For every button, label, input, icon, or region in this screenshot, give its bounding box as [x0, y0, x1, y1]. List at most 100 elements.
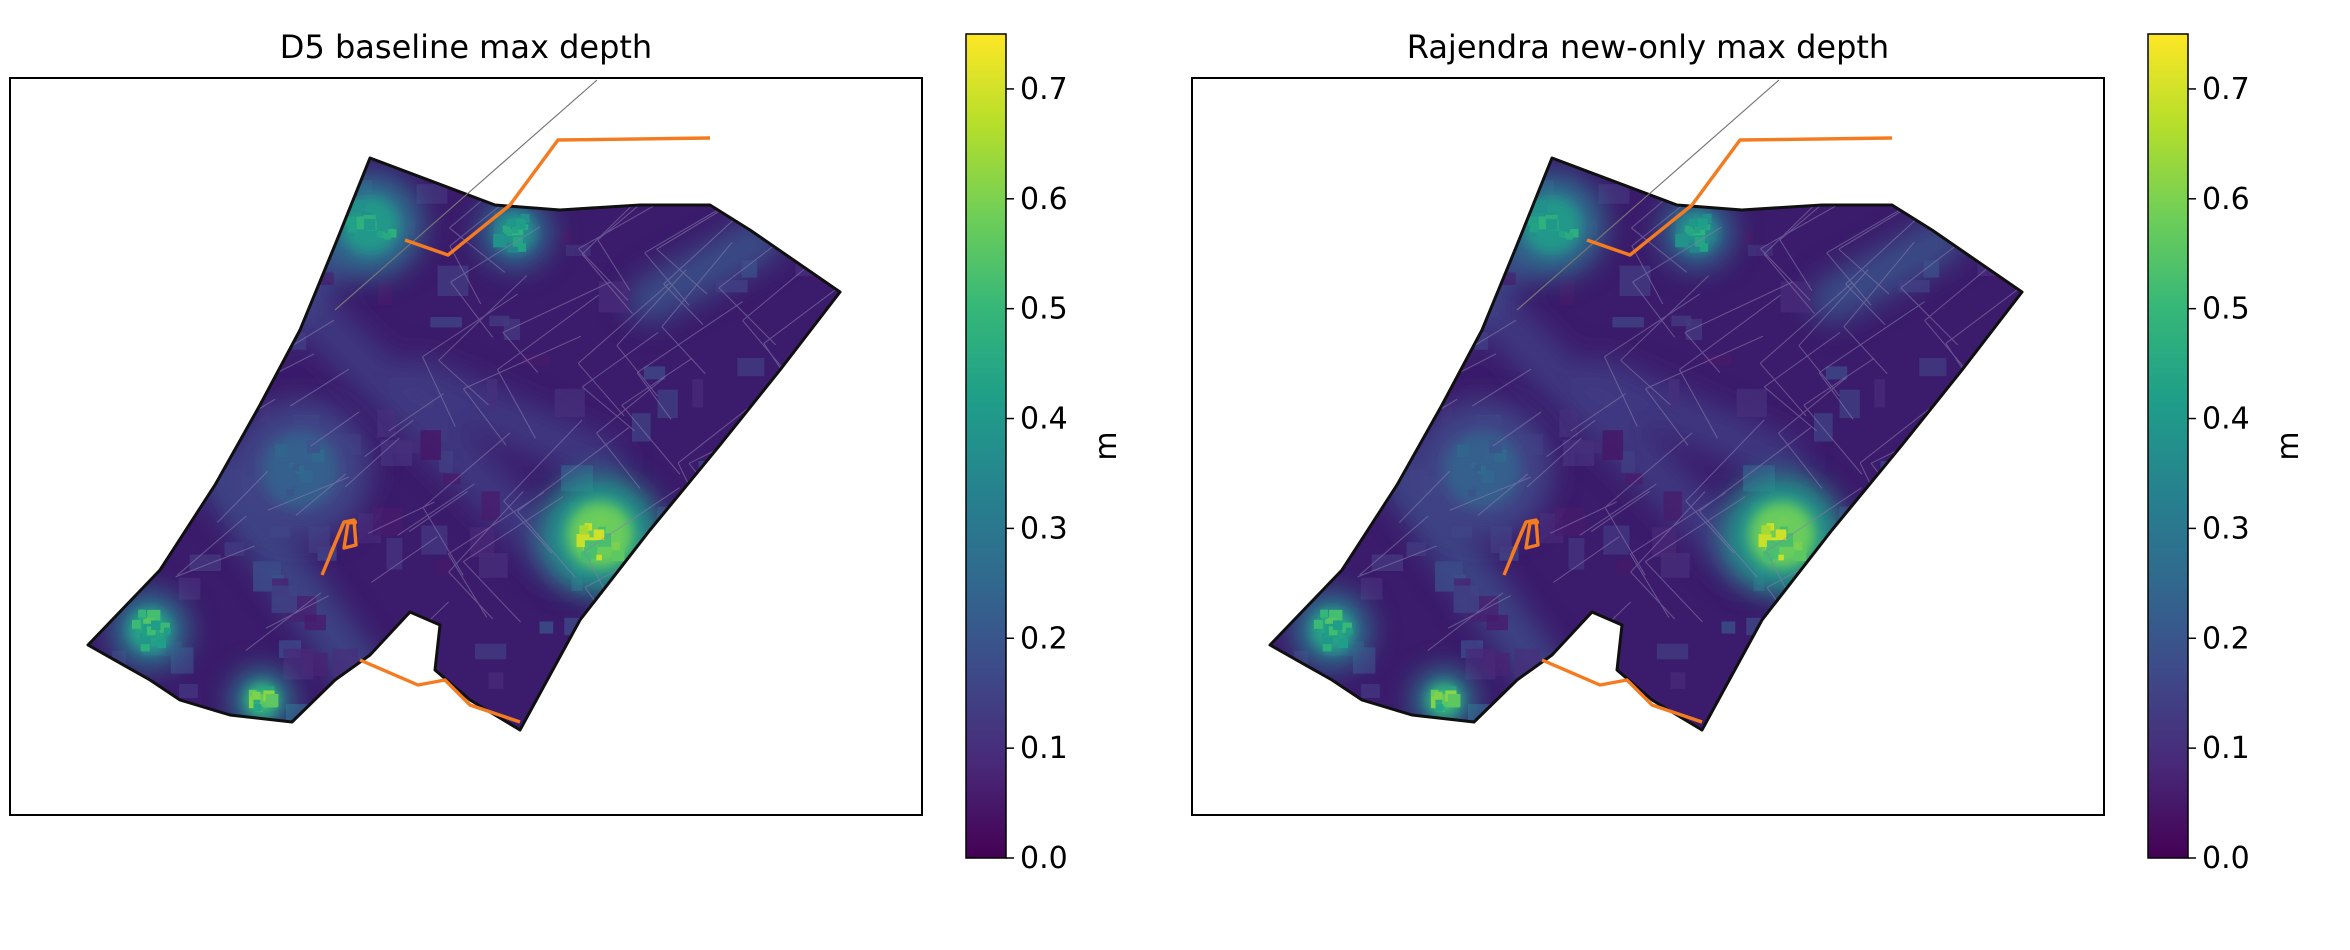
road [1620, 275, 1710, 361]
hotspot-cell [1793, 548, 1807, 562]
road [153, 373, 214, 435]
depth-cell [153, 257, 173, 269]
depth-cell [1598, 184, 1630, 204]
depth-cell [554, 388, 585, 418]
depth-cell [553, 185, 579, 198]
hotspot-cell [1534, 200, 1547, 213]
depth-cell [700, 538, 725, 569]
depth-cell [1418, 266, 1449, 281]
panel-title: Rajendra new-only max depth [1407, 28, 1889, 66]
depth-cell [741, 260, 758, 278]
road [1679, 294, 1781, 370]
road [663, 283, 704, 326]
road [644, 202, 730, 254]
depth-cell [1923, 260, 1940, 278]
hotspot-cell [253, 704, 262, 712]
depth-cell [1780, 281, 1811, 313]
road [1632, 281, 1676, 338]
road [1526, 437, 1582, 488]
road [450, 281, 494, 338]
depth-cell [140, 232, 158, 248]
depth-cell [1977, 603, 2008, 631]
road [175, 545, 255, 578]
depth-cell [1314, 409, 1333, 424]
hotspot-cell [520, 213, 530, 224]
colorbar-tick-label: 0.2 [1020, 621, 1068, 656]
depth-cell [236, 266, 267, 281]
depth-cell [1500, 175, 1530, 186]
depth-cell [102, 201, 126, 226]
depth-cell [224, 542, 245, 557]
depth-cell [1335, 257, 1355, 269]
depth-cell [1977, 478, 1989, 490]
depth-band [1579, 357, 1805, 483]
hotspot-cell [1338, 638, 1349, 649]
colorbar-tick-label: 0.2 [2202, 621, 2250, 656]
depth-cell [1954, 442, 1979, 461]
road [1684, 332, 1721, 373]
road [245, 592, 322, 651]
road [502, 281, 611, 333]
road [1492, 411, 1542, 447]
depth-cell [1612, 317, 1644, 328]
hotspot-cell [1778, 517, 1788, 527]
road [718, 287, 777, 346]
hotspot-cell [1530, 230, 1537, 237]
depth-cell [488, 672, 504, 689]
depth-cell [1625, 473, 1643, 485]
road [1335, 373, 1396, 435]
road [1644, 496, 1746, 563]
road [1763, 332, 1841, 388]
hotspot-cell [611, 541, 621, 551]
hotspot-cell [507, 218, 515, 227]
depth-cell [706, 504, 731, 537]
depth-cell [1871, 550, 1895, 572]
depth-cell [709, 662, 727, 693]
road [1549, 501, 1617, 534]
depth-cell [692, 379, 704, 408]
colorbar-tick-label: 0.3 [2202, 511, 2250, 546]
depth-cell [486, 379, 498, 410]
depth-cell [443, 473, 461, 485]
depth-map [86, 79, 842, 732]
colorbar-tick-label: 0.3 [1020, 511, 1068, 546]
depth-cell [802, 550, 831, 574]
hotspot-cell [512, 236, 523, 247]
hotspot-west-center [1412, 400, 1552, 540]
road [596, 432, 641, 489]
colorbar-tick-label: 0.0 [1020, 841, 1068, 876]
road [1779, 239, 1813, 291]
road [1759, 362, 1807, 417]
hotspot-cell [376, 231, 383, 237]
hotspot-cell [139, 632, 151, 645]
road [1629, 492, 1726, 555]
depth-cell [1273, 338, 1293, 370]
road [1684, 281, 1793, 333]
panel-d5-baseline: D5 baseline max depth 0.0 0.1 0.2 0.3 0.4 0.5… [9, 28, 1124, 876]
road [310, 411, 360, 447]
road [463, 388, 507, 446]
depth-cell [115, 223, 136, 238]
hotspot-cell [384, 232, 391, 240]
depth-cell [674, 666, 693, 687]
road [1870, 462, 1912, 515]
colorbar-tick-label: 0.5 [2202, 292, 2250, 327]
hotspot-cell [1472, 485, 1479, 491]
road [397, 483, 475, 536]
colorbar-gradient [965, 33, 1007, 859]
hotspot-cell [1474, 464, 1481, 471]
hotspot-cell [286, 489, 294, 497]
hotspot-east-center [1722, 475, 1842, 595]
hotspot-cell [1332, 620, 1343, 631]
road [516, 427, 630, 512]
depth-cell [1703, 353, 1732, 365]
road [1803, 404, 1863, 475]
road [616, 345, 658, 397]
road [497, 294, 599, 370]
depth-cell [667, 604, 680, 624]
depth-cell [1888, 504, 1913, 537]
depth-band [1459, 277, 1765, 583]
depth-cell [1967, 487, 1995, 507]
depth-cell [177, 712, 189, 730]
hotspot-cell [493, 233, 507, 248]
